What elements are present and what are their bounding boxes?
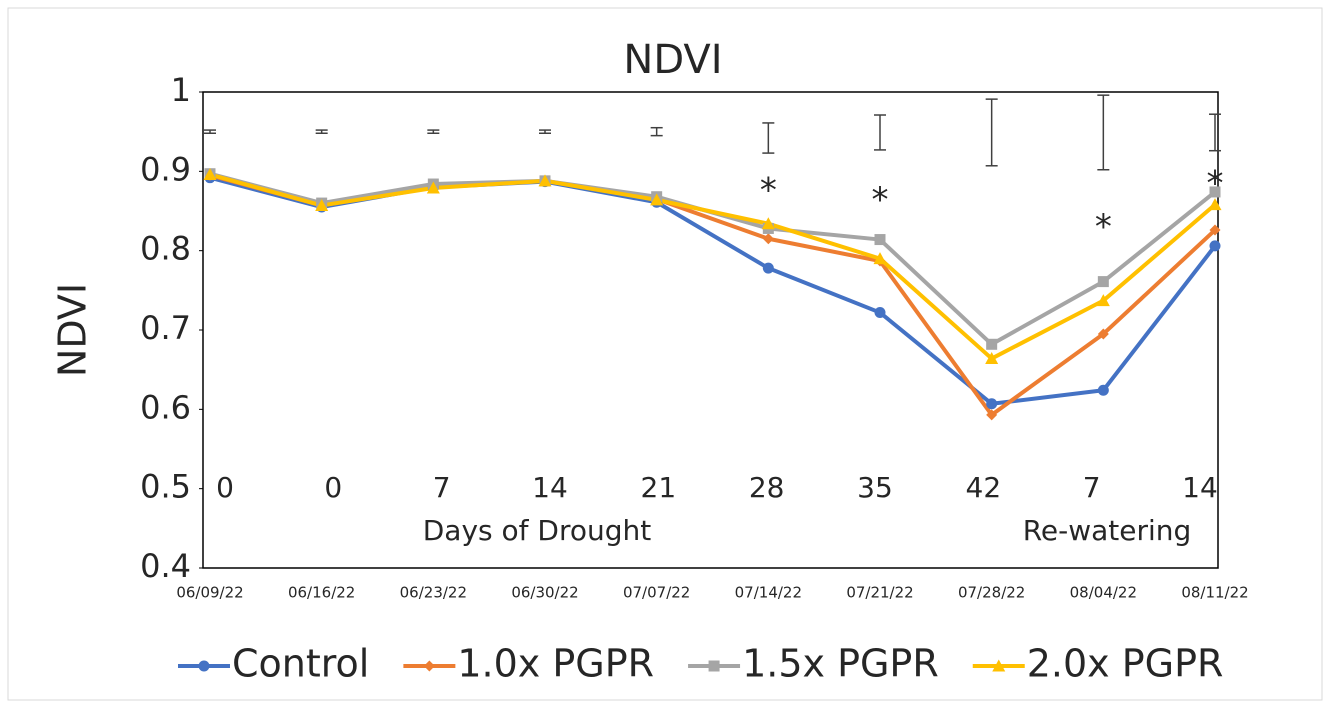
x-tick-label: 06/16/22 bbox=[288, 584, 355, 602]
x-tick-label: 06/30/22 bbox=[511, 584, 578, 602]
data-point bbox=[1208, 198, 1222, 211]
x-tick-label: 07/14/22 bbox=[735, 584, 802, 602]
error-bar bbox=[985, 98, 998, 167]
series-line bbox=[209, 172, 1217, 361]
day-label: 14 bbox=[1182, 471, 1218, 504]
error-bar bbox=[539, 129, 551, 135]
legend-item: Control bbox=[178, 642, 369, 686]
data-point bbox=[203, 168, 217, 181]
x-tick-label: 06/09/22 bbox=[176, 584, 243, 602]
data-point bbox=[761, 217, 775, 230]
period-label: Re-watering bbox=[1023, 514, 1192, 547]
x-tick-label: 08/11/22 bbox=[1181, 584, 1248, 602]
data-point bbox=[873, 252, 887, 265]
day-label: 42 bbox=[966, 471, 1002, 504]
data-point bbox=[1097, 384, 1109, 396]
legend-marker bbox=[708, 660, 720, 672]
data-point bbox=[1097, 276, 1109, 288]
y-tick-label: 0.8 bbox=[140, 230, 191, 268]
legend-label: Control bbox=[232, 642, 369, 686]
y-tick-label: 0.4 bbox=[140, 547, 191, 585]
day-label: 7 bbox=[433, 471, 451, 504]
chart-title: NDVI bbox=[623, 37, 722, 83]
error-bar bbox=[1209, 113, 1221, 152]
x-tick-label: 07/28/22 bbox=[958, 584, 1025, 602]
x-tick-label: 06/23/22 bbox=[400, 584, 467, 602]
data-point bbox=[874, 234, 886, 246]
legend-label: 1.0x PGPR bbox=[457, 642, 654, 686]
data-point bbox=[762, 262, 774, 274]
x-tick-label: 07/21/22 bbox=[846, 584, 913, 602]
x-tick-label: 07/07/22 bbox=[623, 584, 690, 602]
y-tick-label: 0.7 bbox=[140, 309, 191, 347]
legend-item: 1.5x PGPR bbox=[688, 642, 939, 686]
period-label: Days of Drought bbox=[423, 514, 652, 547]
day-label: 0 bbox=[216, 471, 234, 504]
data-point bbox=[538, 174, 552, 187]
error-bar bbox=[650, 126, 663, 137]
day-label: 35 bbox=[857, 471, 893, 504]
error-bar bbox=[427, 129, 440, 135]
legend-item: 2.0x PGPR bbox=[972, 642, 1224, 686]
legend-item: 1.0x PGPR bbox=[403, 642, 654, 686]
error-bar bbox=[874, 114, 886, 151]
data-point bbox=[986, 398, 998, 410]
data-point bbox=[1209, 186, 1221, 198]
x-tick-label: 08/04/22 bbox=[1070, 584, 1137, 602]
legend-marker bbox=[198, 660, 210, 672]
legend-marker bbox=[423, 660, 435, 672]
data-point bbox=[426, 181, 440, 194]
y-tick-label: 1 bbox=[171, 71, 191, 109]
y-tick-label: 0.6 bbox=[140, 388, 191, 426]
day-label: 21 bbox=[641, 471, 677, 504]
data-point bbox=[1209, 240, 1221, 252]
data-point bbox=[650, 193, 664, 206]
day-label: 7 bbox=[1083, 471, 1101, 504]
data-point bbox=[986, 338, 998, 350]
day-label: 0 bbox=[324, 471, 342, 504]
data-point bbox=[1097, 328, 1109, 340]
data-point bbox=[985, 352, 999, 365]
y-tick-label: 0.5 bbox=[140, 468, 191, 506]
significance-mark: * bbox=[872, 180, 889, 220]
data-point bbox=[986, 409, 998, 421]
y-tick-label: 0.9 bbox=[140, 150, 191, 188]
data-point bbox=[874, 307, 886, 319]
data-point bbox=[762, 233, 774, 245]
day-label: 28 bbox=[749, 471, 785, 504]
data-point bbox=[1209, 224, 1221, 236]
significance-mark: * bbox=[760, 171, 777, 211]
error-bar bbox=[315, 129, 328, 135]
data-point bbox=[1096, 294, 1110, 307]
error-bar bbox=[1097, 94, 1110, 171]
day-label: 14 bbox=[532, 471, 568, 504]
error-bar bbox=[762, 122, 775, 154]
legend-label: 2.0x PGPR bbox=[1027, 642, 1224, 686]
data-point bbox=[315, 198, 329, 211]
y-axis-title: NDVI bbox=[51, 283, 95, 377]
legend-marker bbox=[992, 659, 1006, 672]
significance-mark: * bbox=[1207, 163, 1224, 203]
error-bar bbox=[204, 129, 216, 135]
significance-mark: * bbox=[1095, 207, 1112, 247]
legend-label: 1.5x PGPR bbox=[742, 642, 939, 686]
